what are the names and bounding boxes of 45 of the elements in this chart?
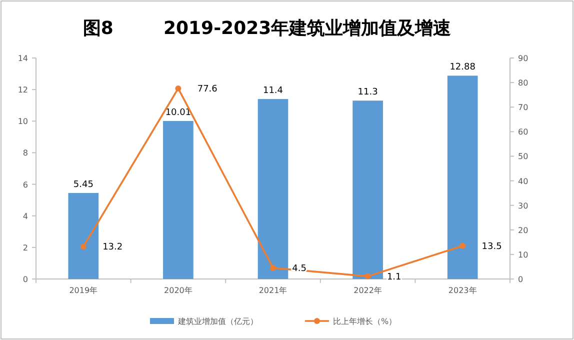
y2-tick-label: 60: [518, 128, 528, 137]
bar: [68, 192, 99, 279]
point: [460, 242, 466, 249]
y2-tick-label: 40: [518, 176, 528, 186]
point: [175, 85, 182, 92]
y2-tick-label: 90: [518, 54, 528, 63]
point: [80, 244, 86, 250]
y-tick-label: 10: [18, 117, 28, 126]
y-tick-label: 8: [22, 148, 28, 158]
legend-label: 建筑业增加值（亿元）: [177, 317, 258, 326]
legend-label: 比上年增长（%）: [333, 317, 397, 326]
y2-tick-label: 10: [518, 250, 528, 260]
y-tick-label: 14: [18, 54, 28, 63]
point: [270, 264, 276, 271]
bar: [352, 100, 383, 279]
x-tick-label: 2019年: [69, 286, 98, 295]
y-tick-label: 6: [22, 180, 28, 190]
data-label: 12.88: [450, 62, 476, 73]
data-label: 13.2: [102, 242, 123, 253]
data-label: 11.3: [358, 88, 378, 98]
y-tick-label: 0: [22, 275, 28, 284]
data-label: 1.1: [386, 272, 402, 282]
bar: [258, 99, 288, 279]
point: [364, 273, 371, 280]
y-tick-label: 2: [22, 243, 28, 252]
y2-tick-label: 30: [518, 201, 528, 210]
y2-tick-label: 50: [518, 152, 528, 162]
bar: [163, 120, 194, 279]
chart-title: 图8 2019-2023年建筑业增加值及增速: [82, 18, 452, 39]
y-tick-label: 4: [22, 212, 28, 221]
bar: [447, 76, 478, 279]
x-tick-label: 2020年: [164, 286, 192, 295]
x-tick-label: 2021年: [258, 286, 288, 295]
y2-tick-label: 20: [518, 226, 528, 235]
x-tick-label: 2022年: [354, 286, 382, 295]
data-label: 13.5: [482, 242, 502, 252]
data-label: 10.01: [165, 108, 192, 118]
data-label: 11.4: [262, 86, 284, 96]
data-label: 5.45: [73, 180, 94, 190]
y2-tick-label: 80: [518, 78, 528, 88]
y2-tick-label: 70: [518, 103, 528, 112]
y-tick-label: 12: [18, 86, 28, 95]
x-tick-label: 2023年: [448, 286, 477, 295]
data-label: 77.6: [197, 84, 218, 94]
y2-tick-label: 0: [518, 275, 524, 284]
